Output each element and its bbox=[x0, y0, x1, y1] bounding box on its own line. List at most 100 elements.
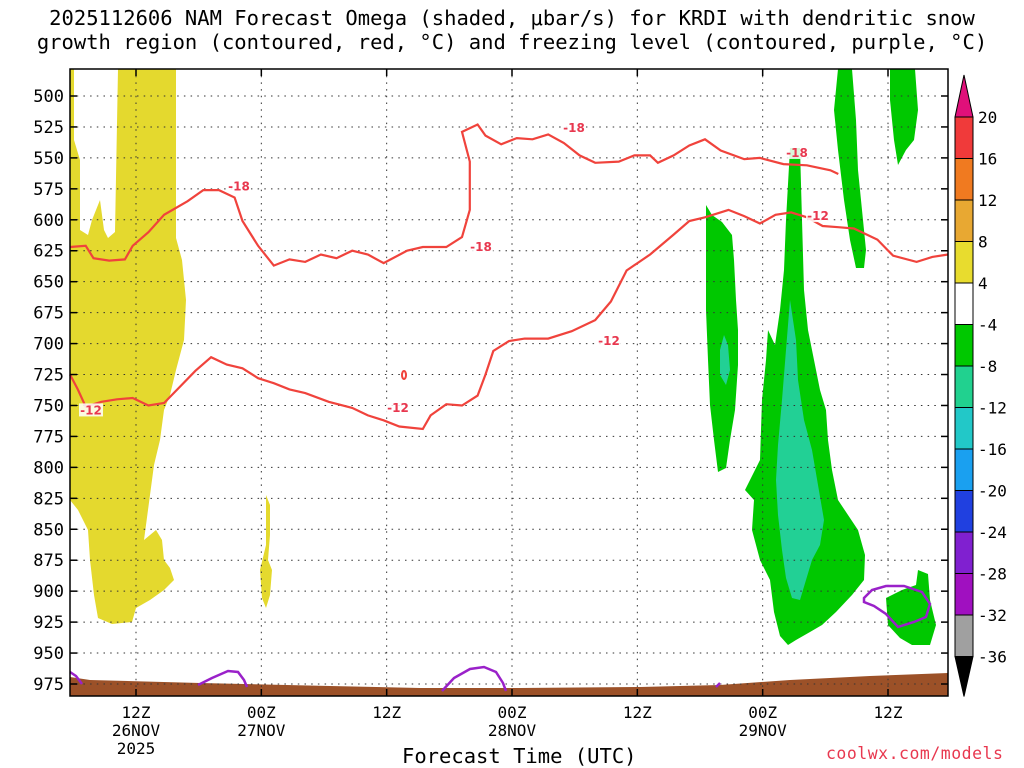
contour-label: -18 bbox=[786, 146, 808, 160]
colorbar-bottom-arrow bbox=[954, 656, 974, 697]
colorbar-label: 20 bbox=[978, 108, 997, 127]
colorbar-label: -12 bbox=[978, 399, 1007, 418]
colorbar-label: -8 bbox=[978, 357, 997, 376]
x-tick-date: 28NOV bbox=[488, 721, 537, 740]
terrain bbox=[70, 673, 948, 696]
y-tick-label: 875 bbox=[33, 551, 64, 571]
x-tick-label: 12Z bbox=[623, 703, 652, 722]
y-tick-label: 675 bbox=[33, 304, 64, 324]
x-tick-year: 2025 bbox=[117, 739, 156, 758]
freezing-contour-1 bbox=[197, 669, 249, 688]
y-tick-label: 975 bbox=[33, 675, 64, 695]
colorbar-swatch bbox=[954, 241, 974, 284]
dgz-contours: -18 -18 -18 -18 -12 -12 -12 -12 bbox=[69, 121, 949, 431]
contour-label-bg bbox=[469, 240, 493, 254]
freezing-contour-left bbox=[69, 670, 83, 685]
contour-label: -12 bbox=[387, 401, 409, 415]
y-axis: 500 525 550 575 600 625 650 675 700 725 750 775 800 8… bbox=[33, 87, 948, 695]
omega-green-region-3 bbox=[834, 69, 866, 268]
y-tick-label: 700 bbox=[33, 335, 64, 355]
y-tick-label: 725 bbox=[33, 366, 64, 386]
contour-label-bg bbox=[227, 179, 251, 193]
y-tick-label: 950 bbox=[33, 644, 64, 664]
y-tick-label: 500 bbox=[33, 87, 64, 107]
colorbar-label: 16 bbox=[978, 150, 997, 169]
omega-yellow-region-left bbox=[70, 69, 186, 624]
colorbar-swatch bbox=[954, 199, 974, 242]
freezing-contour-2 bbox=[441, 665, 508, 692]
omega-teal-region-small bbox=[720, 335, 730, 385]
contour-label-bg bbox=[79, 403, 103, 417]
credit-link[interactable]: coolwx.com/models bbox=[826, 744, 1004, 763]
y-tick-label: 900 bbox=[33, 582, 64, 602]
contour-label-bg bbox=[785, 145, 809, 159]
colorbar-top-arrow bbox=[954, 74, 974, 118]
y-tick-label: 775 bbox=[33, 427, 64, 447]
contour-label: -12 bbox=[598, 334, 620, 348]
colorbar-swatch bbox=[954, 407, 974, 450]
y-tick-label: 825 bbox=[33, 489, 64, 509]
y-tick-label: 850 bbox=[33, 520, 64, 540]
dgz-contour--18 bbox=[69, 123, 839, 267]
y-tick-label: 650 bbox=[33, 273, 64, 293]
colorbar-label: -20 bbox=[978, 482, 1007, 501]
colorbar-swatch bbox=[954, 448, 974, 491]
colorbar-label: -36 bbox=[978, 648, 1007, 667]
colorbar-label: -4 bbox=[978, 316, 997, 335]
colorbar-label: 8 bbox=[978, 233, 988, 252]
colorbar-swatch bbox=[954, 531, 974, 574]
freezing-contour-4 bbox=[862, 584, 932, 629]
y-tick-label: 800 bbox=[33, 458, 64, 478]
contour-label: -18 bbox=[228, 179, 250, 193]
contour-label: -18 bbox=[563, 121, 585, 135]
x-tick-label: 00Z bbox=[247, 703, 276, 722]
y-tick-label: 575 bbox=[33, 180, 64, 200]
colorbar-swatch bbox=[954, 282, 974, 325]
colorbar-label: -16 bbox=[978, 440, 1007, 459]
contour-label-bg bbox=[386, 400, 410, 414]
omega-yellow-region-small bbox=[260, 495, 272, 608]
contour-label-bg bbox=[597, 334, 621, 348]
contour-label-bg bbox=[562, 121, 586, 135]
contour-label-bg bbox=[806, 209, 830, 223]
plot-frame bbox=[69, 68, 949, 697]
chart-title-line2: growth region (contoured, red, °C) and f… bbox=[36, 30, 988, 54]
dgz-contour--12 bbox=[69, 208, 949, 431]
colorbar-swatch bbox=[954, 573, 974, 616]
y-tick-label: 625 bbox=[33, 242, 64, 262]
freezing-level-contours bbox=[69, 584, 932, 692]
colorbar-label: -32 bbox=[978, 606, 1007, 625]
colorbar-label: -24 bbox=[978, 523, 1007, 542]
x-axis-label: Forecast Time (UTC) bbox=[402, 744, 637, 768]
x-tick-label: 12Z bbox=[874, 703, 903, 722]
chart-title-line1: 2025112606 NAM Forecast Omega (shaded, μ… bbox=[49, 6, 975, 30]
contour-label: -12 bbox=[80, 403, 102, 417]
colorbar-swatch bbox=[954, 365, 974, 408]
y-tick-label: 750 bbox=[33, 396, 64, 416]
colorbar-label: 4 bbox=[978, 274, 988, 293]
x-tick-date: 27NOV bbox=[237, 721, 286, 740]
x-tick-date: 29NOV bbox=[739, 721, 788, 740]
colorbar-label: 12 bbox=[978, 191, 997, 210]
x-tick-label: 00Z bbox=[498, 703, 527, 722]
colorbar-swatch bbox=[954, 614, 974, 657]
y-tick-label: 925 bbox=[33, 613, 64, 633]
colorbar-label: -28 bbox=[978, 565, 1007, 584]
colorbar-swatch bbox=[954, 324, 974, 367]
omega-green-region-4 bbox=[890, 69, 918, 165]
x-tick-label: 12Z bbox=[122, 703, 151, 722]
y-tick-label: 525 bbox=[33, 118, 64, 138]
x-tick-label: 12Z bbox=[372, 703, 401, 722]
y-tick-label: 600 bbox=[33, 211, 64, 231]
x-tick-date: 26NOV bbox=[112, 721, 161, 740]
y-tick-label: 550 bbox=[33, 149, 64, 169]
x-tick-label: 00Z bbox=[748, 703, 777, 722]
freezing-contour-3 bbox=[715, 682, 721, 688]
contour-label: -12 bbox=[807, 209, 829, 223]
dgz-contour-small-dot bbox=[401, 370, 407, 380]
colorbar-swatch bbox=[954, 490, 974, 533]
colorbar: 20 16 12 8 4 -4 -8 -12 -16 -20 -24 -28 -32 -36 bbox=[954, 74, 1007, 697]
omega-green-region-2 bbox=[745, 148, 865, 645]
